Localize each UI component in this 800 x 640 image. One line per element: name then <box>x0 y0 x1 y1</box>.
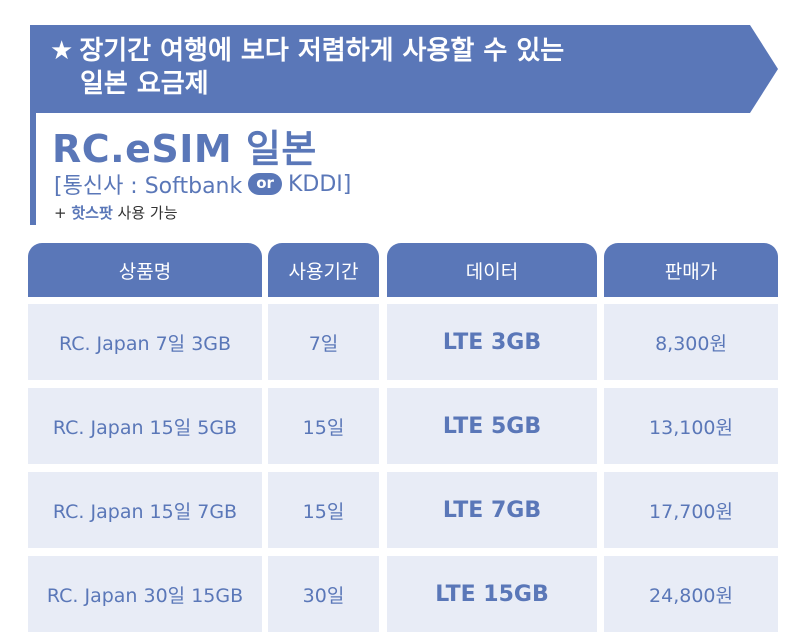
star-icon: ★ <box>50 36 74 66</box>
header-product-name: 상품명 <box>28 243 262 297</box>
cell-data: LTE 7GB <box>387 472 597 548</box>
cell-period: 15일 <box>268 388 379 464</box>
hotspot-highlight: 핫스팟 <box>71 204 113 222</box>
cell-price: 24,800원 <box>604 556 778 632</box>
header-period: 사용기간 <box>268 243 379 297</box>
carrier-line: [통신사 : Softbank or KDDI] <box>54 168 351 200</box>
banner: ★ 장기간 여행에 보다 저렴하게 사용할 수 있는 일본 요금제 <box>30 25 778 113</box>
header-price: 판매가 <box>604 243 778 297</box>
banner-line-1: 장기간 여행에 보다 저렴하게 사용할 수 있는 <box>79 36 565 66</box>
product-title: RC.eSIM 일본 <box>52 127 317 171</box>
hotspot-rest: 사용 가능 <box>117 204 178 222</box>
cell-period: 15일 <box>268 472 379 548</box>
cell-product-name: RC. Japan 15일 5GB <box>28 388 262 464</box>
cell-data: LTE 3GB <box>387 304 597 380</box>
cell-price: 17,700원 <box>604 472 778 548</box>
hotspot-note: + 핫스팟 사용 가능 <box>54 202 178 223</box>
cell-price: 13,100원 <box>604 388 778 464</box>
banner-text: ★ 장기간 여행에 보다 저렴하게 사용할 수 있는 일본 요금제 <box>50 35 564 101</box>
banner-line-2: 일본 요금제 <box>80 69 209 99</box>
cell-price: 8,300원 <box>604 304 778 380</box>
cell-data: LTE 15GB <box>387 556 597 632</box>
cell-period: 30일 <box>268 556 379 632</box>
accent-bar <box>30 113 36 225</box>
carrier-prefix: [통신사 : Softbank <box>54 174 243 199</box>
banner-arrow-shape <box>30 25 778 113</box>
cell-data: LTE 5GB <box>387 388 597 464</box>
header-data: 데이터 <box>387 243 597 297</box>
cell-product-name: RC. Japan 15일 7GB <box>28 472 262 548</box>
hotspot-plus: + <box>54 204 67 222</box>
or-badge: or <box>248 173 282 195</box>
cell-period: 7일 <box>268 304 379 380</box>
cell-product-name: RC. Japan 7일 3GB <box>28 304 262 380</box>
cell-product-name: RC. Japan 30일 15GB <box>28 556 262 632</box>
carrier-suffix: KDDI] <box>287 171 352 197</box>
